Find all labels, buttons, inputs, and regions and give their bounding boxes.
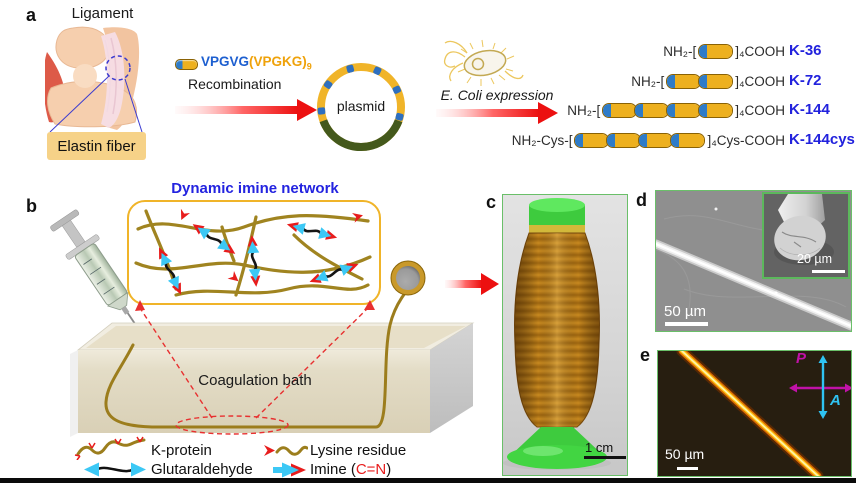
panel-a-label: a	[26, 5, 37, 25]
analyzer-label: A	[830, 392, 841, 409]
fiber-cross-section-illustration	[764, 194, 848, 277]
construct-capsule-bar	[666, 73, 734, 89]
elastin-fiber-label: Elastin fiber	[47, 132, 146, 160]
construct-row: NH₂-[ ]₄COOH	[663, 40, 785, 62]
protein-capsule-unit	[698, 73, 734, 89]
lysine-residue-label: Lysine residue	[310, 442, 407, 459]
knee-illustration	[45, 26, 143, 132]
polarized-light-image	[657, 345, 853, 482]
imine-network-title: Dynamic imine network	[171, 180, 339, 197]
construct-capsule-bar	[602, 102, 734, 118]
scale-bar	[665, 322, 708, 326]
construct-right-text: ]₄COOH	[735, 73, 785, 89]
dashed-zoom-circle	[105, 55, 131, 81]
scale-bar-label: 50 µm	[664, 303, 706, 320]
syringe-icon	[50, 209, 151, 347]
construct-row: NH₂-[ ]₄COOH	[567, 99, 785, 121]
sequence-blue-part: VPGVG	[201, 54, 250, 69]
panel-b-label: b	[26, 196, 37, 216]
imine-network-illustration	[134, 208, 372, 299]
fiber-spool-photo	[502, 194, 628, 476]
imine-bond-text: C=N	[355, 461, 387, 478]
protein-capsule-unit	[698, 102, 734, 118]
construct-capsule-bar	[698, 43, 734, 59]
protein-capsule-unit	[638, 132, 674, 148]
coagulation-bath-illustration	[70, 280, 475, 437]
protein-capsule-unit	[634, 102, 670, 118]
ecoli-expression-label: E. Coli expression	[440, 87, 554, 103]
scale-bar	[584, 456, 626, 459]
inset-scale-bar-label: 20 µm	[797, 252, 832, 266]
protein-capsule-icon	[175, 59, 198, 70]
construct-left-text: NH₂-[	[631, 73, 665, 89]
glutaraldehyde-icon	[84, 462, 146, 477]
construct-right-text: ]₄COOH	[735, 43, 785, 59]
sem-inset-image	[762, 192, 850, 279]
construct-right-text: ]₄Cys-COOH	[707, 132, 785, 148]
protein-capsule-unit	[666, 73, 702, 89]
panel-c-label: c	[486, 192, 497, 212]
protein-capsule-unit	[698, 43, 734, 59]
protein-capsule-unit	[670, 132, 706, 148]
red-arrow-icon	[175, 99, 317, 121]
spun-fiber-path	[104, 280, 424, 429]
construct-name: K-36	[789, 42, 822, 59]
plasmid-icon	[317, 63, 405, 151]
crossed-polarizer-icon	[789, 355, 853, 419]
k-protein-label: K-protein	[151, 442, 212, 459]
construct-name: K-72	[789, 72, 822, 89]
ligament-title: Ligament	[71, 5, 134, 22]
ecoli-icon	[443, 39, 524, 86]
imine-label-suffix: )	[386, 461, 392, 478]
panel-d-label: d	[636, 190, 647, 210]
plasmid-label: plasmid	[336, 98, 386, 114]
protein-capsule-unit	[666, 102, 702, 118]
recombination-label: Recombination	[188, 76, 282, 92]
glutaraldehyde-label: Glutaraldehyde	[151, 461, 253, 478]
coagulation-bath-label: Coagulation bath	[198, 372, 312, 389]
protein-capsule-unit	[606, 132, 642, 148]
imine-bond-icon	[273, 462, 306, 478]
k-protein-icon	[74, 436, 146, 460]
red-arrow-icon	[445, 273, 499, 295]
figure-bottom-rule	[0, 478, 856, 483]
construct-left-text: NH₂-[	[567, 102, 601, 118]
fiber-spool-illustration	[503, 198, 611, 470]
construct-capsule-bar	[574, 132, 706, 148]
construct-right-text: ]₄COOH	[735, 102, 785, 118]
sequence-subscript: 9	[306, 61, 312, 72]
winding-spool-icon	[390, 260, 426, 296]
construct-row: NH₂-Cys-[ ]₄Cys-COOH	[512, 129, 785, 151]
construct-left-text: NH₂-Cys-[	[511, 132, 573, 148]
scale-bar-label: 1 cm	[585, 440, 614, 455]
sequence-label: VPGVG(VPGKG)9	[201, 54, 312, 72]
protein-capsule-unit	[602, 102, 638, 118]
imine-label: Imine (C=N)	[310, 461, 391, 478]
protein-capsule-unit	[574, 132, 610, 148]
construct-row: NH₂-[ ]₄COOH	[631, 70, 785, 92]
construct-name: K-144	[789, 101, 830, 118]
inset-scale-bar	[812, 270, 845, 273]
birefringent-fiber-illustration	[658, 345, 853, 482]
imine-label-prefix: Imine (	[310, 461, 356, 478]
sequence-orange-part: (VPGKG)	[249, 54, 307, 69]
scale-bar-label: 50 µm	[665, 446, 705, 462]
polarizer-label: P	[796, 350, 807, 367]
lysine-residue-icon	[264, 445, 308, 456]
construct-left-text: NH₂-[	[663, 43, 697, 59]
red-arrow-icon	[436, 102, 558, 124]
panel-e-label: e	[640, 345, 651, 365]
construct-name: K-144cys	[789, 131, 855, 148]
scale-bar	[677, 467, 698, 470]
